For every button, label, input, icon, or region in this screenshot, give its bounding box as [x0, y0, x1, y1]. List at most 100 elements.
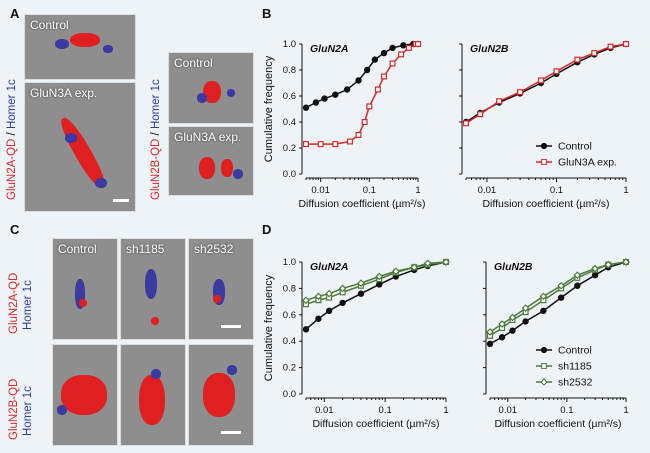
data-point: [537, 79, 545, 87]
data-point: [315, 315, 322, 322]
data-point: [496, 98, 503, 105]
data-point: [573, 271, 582, 280]
data-point: [325, 307, 333, 315]
x-axis-label: Diffusion coefficient (µm²/s): [482, 198, 609, 210]
data-point: [376, 281, 383, 288]
data-point: [591, 264, 599, 273]
data-point: [371, 56, 379, 63]
data-point: [553, 70, 560, 78]
panel-letter-c: C: [10, 222, 20, 237]
series-line: [489, 261, 627, 345]
data-point: [521, 304, 530, 313]
data-point: [443, 259, 450, 266]
series-line: [465, 43, 627, 123]
series-line: [305, 261, 447, 305]
data-point: [405, 44, 412, 51]
data-point: [486, 328, 494, 336]
data-point: [389, 60, 396, 67]
series-line: [305, 43, 418, 109]
micrograph-tile: sh1185: [120, 238, 186, 340]
data-point: [574, 59, 581, 66]
data-point: [380, 49, 388, 57]
data-point: [574, 274, 581, 281]
data-point: [477, 111, 484, 118]
data-point: [591, 272, 599, 279]
data-point: [415, 40, 422, 47]
data-point: [509, 327, 516, 334]
micrograph-tile: Control: [168, 52, 254, 124]
y-tick-label: 0.2: [283, 143, 296, 154]
data-point: [522, 309, 529, 316]
data-point: [462, 118, 470, 126]
data-point: [338, 284, 347, 293]
data-point: [346, 138, 353, 145]
chart-subtitle: GluN2A: [310, 43, 349, 55]
legend-label: Control: [558, 345, 592, 357]
series-line: [489, 261, 627, 337]
x-tick-label: 0.1: [550, 185, 563, 196]
micrograph-tile: Control: [24, 14, 136, 80]
panel-letter-b: B: [262, 6, 272, 21]
data-point: [522, 318, 529, 325]
data-point: [605, 261, 612, 268]
data-point: [355, 77, 362, 84]
y-tick-label: 0.2: [283, 363, 296, 374]
panel-c-row1-label-blue: Homer 1c: [22, 280, 34, 330]
data-point: [463, 120, 470, 127]
x-axis-label: Diffusion coefficient (µm²/s): [312, 418, 439, 430]
y-axis-label: Cumulative frequency: [263, 55, 275, 162]
data-point: [538, 77, 545, 84]
x-tick-label: 0.01: [311, 185, 330, 196]
data-point: [315, 297, 322, 304]
data-point: [314, 292, 323, 301]
legend-label: sh2532: [558, 377, 593, 389]
data-point: [357, 279, 365, 287]
y-tick-label: 0.4: [283, 117, 296, 128]
data-point: [414, 40, 422, 48]
legend-marker: [540, 346, 548, 354]
chart-subtitle: GluN2B: [494, 261, 533, 273]
data-point: [392, 273, 400, 280]
data-point: [389, 44, 396, 52]
panel-a-left-label: GluN2A-QD / Homer 1c: [6, 79, 18, 200]
data-point: [317, 141, 324, 148]
data-point: [574, 56, 581, 63]
data-point: [343, 86, 351, 93]
data-point: [622, 40, 629, 47]
data-point: [442, 258, 450, 266]
data-point: [424, 261, 431, 268]
data-point: [498, 334, 506, 341]
x-tick-label: 0.01: [315, 405, 334, 416]
panel-c-row2-label-blue: Homer 1c: [22, 386, 34, 436]
series-line: [465, 43, 627, 124]
data-point: [410, 40, 417, 48]
series-line: [489, 261, 627, 333]
data-point: [476, 109, 484, 117]
data-point: [410, 266, 418, 274]
series-line: [305, 261, 447, 301]
x-axis-label: Diffusion coefficient (µm²/s): [298, 198, 425, 210]
data-point: [498, 320, 506, 328]
data-point: [509, 317, 516, 324]
data-point: [540, 307, 547, 315]
data-point: [622, 258, 630, 266]
data-point: [339, 289, 346, 296]
data-point: [361, 118, 368, 125]
data-point: [400, 42, 407, 49]
data-point: [557, 281, 566, 290]
data-point: [592, 266, 599, 273]
data-point: [412, 40, 419, 47]
y-tick-label: 0.6: [283, 310, 296, 321]
data-point: [517, 89, 524, 96]
panel-letter-a: A: [10, 6, 20, 21]
micrograph-tile: Control: [52, 238, 118, 340]
y-tick-label: 0.8: [283, 283, 296, 294]
data-point: [376, 276, 383, 283]
micrograph-tile: GluN3A exp.: [24, 82, 136, 212]
data-point: [332, 141, 339, 148]
data-point: [622, 258, 630, 266]
data-point: [486, 340, 494, 348]
data-point: [607, 43, 614, 50]
micrograph-tile: [120, 344, 186, 446]
x-axis-label: Diffusion coefficient (µm²/s): [494, 418, 621, 430]
